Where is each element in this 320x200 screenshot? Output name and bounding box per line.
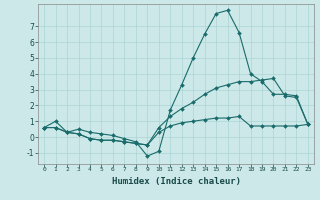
X-axis label: Humidex (Indice chaleur): Humidex (Indice chaleur) xyxy=(111,177,241,186)
